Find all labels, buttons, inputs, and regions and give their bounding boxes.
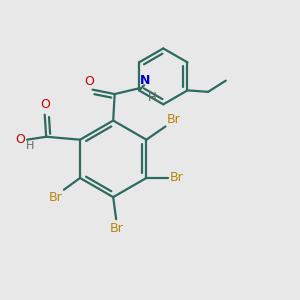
Text: H: H — [26, 141, 34, 151]
Text: O: O — [84, 75, 94, 88]
Text: Br: Br — [49, 190, 63, 204]
Text: Br: Br — [169, 172, 183, 184]
Text: Br: Br — [109, 221, 123, 235]
Text: Br: Br — [167, 112, 180, 126]
Text: O: O — [16, 133, 26, 146]
Text: O: O — [40, 98, 50, 111]
Text: N: N — [140, 74, 151, 87]
Text: H: H — [148, 91, 157, 103]
